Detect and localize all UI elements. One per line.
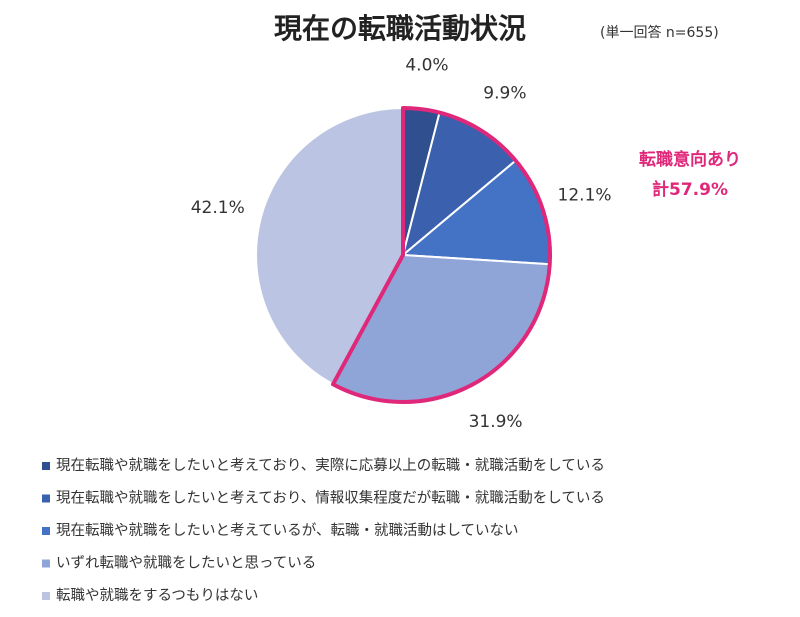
- chart-title: 現在の転職活動状況: [274, 12, 526, 45]
- annotation: 転職意向あり: [639, 149, 741, 170]
- legend-swatch: [42, 494, 50, 503]
- data-label: 12.1%: [558, 185, 612, 205]
- pie-slice: [255, 106, 404, 386]
- legend-label: 現在転職や就職をしたいと考えており、実際に応募以上の転職・就職活動をしている: [56, 457, 605, 474]
- highlight-outline: [330, 106, 552, 404]
- legend-label: 現在転職や就職をしたいと考えているが、転職・就職活動はしていない: [56, 522, 519, 539]
- legend-label: いずれ転職や就職をしたいと思っている: [56, 555, 316, 572]
- legend-swatch: [42, 527, 50, 535]
- data-label: 9.9%: [483, 83, 526, 103]
- legend-swatch: [42, 559, 50, 568]
- data-label: 42.1%: [191, 198, 245, 218]
- legend-swatch: [42, 462, 50, 470]
- legend-label: 現在転職や就職をしたいと考えており、情報収集程度だが転職・就職活動をしている: [56, 490, 605, 507]
- annotation: 計57.9%: [652, 179, 728, 200]
- data-label: 4.0%: [405, 55, 448, 75]
- legend-swatch: [42, 592, 50, 600]
- data-label: 31.9%: [469, 412, 523, 432]
- chart-subtitle: (単一回答 n=655): [600, 24, 719, 41]
- legend-label: 転職や就職をするつもりはない: [56, 587, 258, 604]
